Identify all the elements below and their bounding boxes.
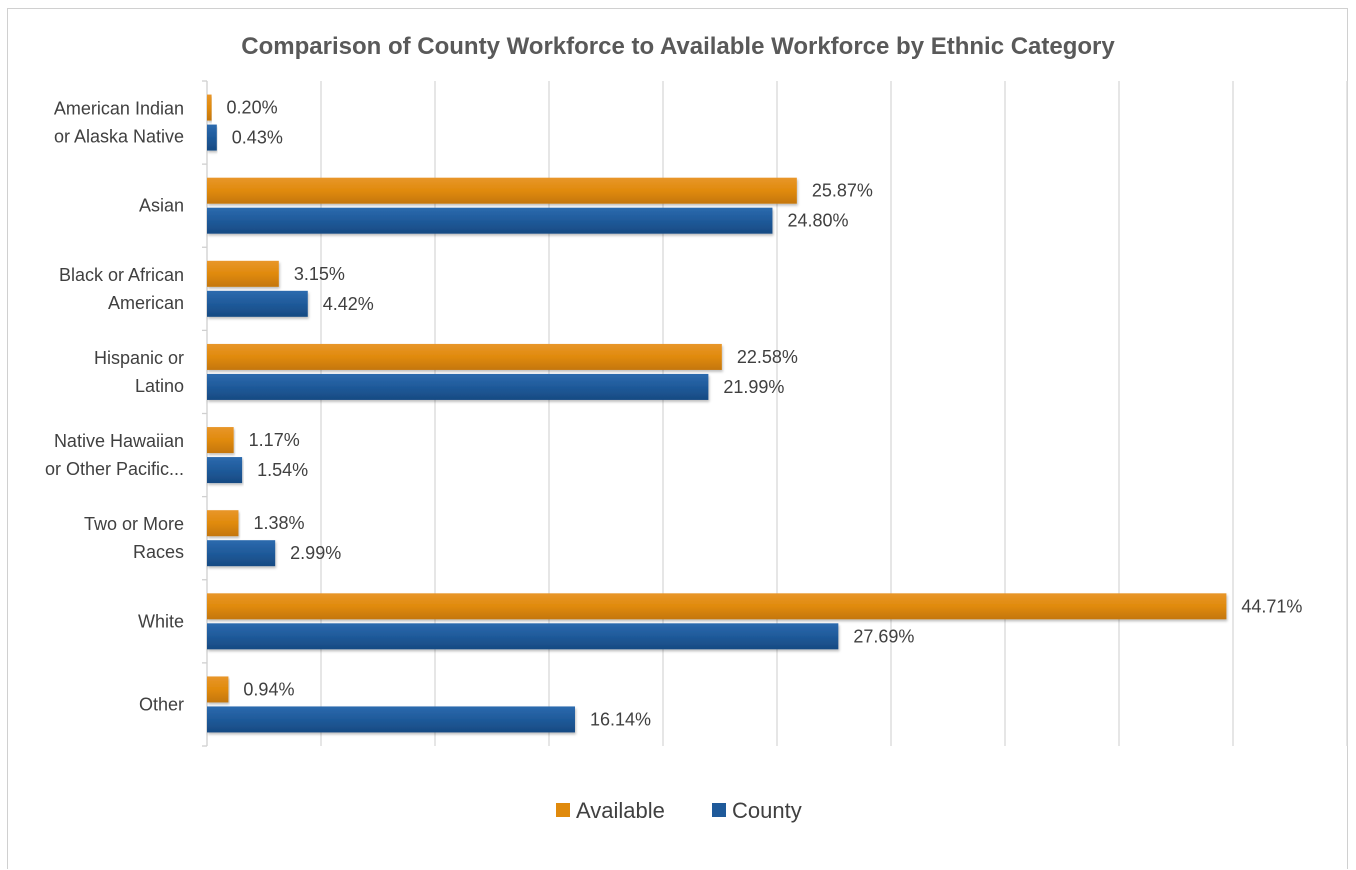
category-label-line: Hispanic or: [94, 348, 184, 368]
bar-available-3: [207, 343, 722, 370]
data-label-county-1: 24.80%: [787, 211, 848, 231]
chart-frame: Comparison of County Workforce to Availa…: [7, 8, 1348, 869]
data-label-available-5: 1.38%: [253, 513, 304, 533]
category-label-line: American Indian: [54, 99, 184, 119]
data-label-county-0: 0.43%: [232, 128, 283, 148]
bar-county-6: [207, 623, 839, 650]
legend-swatch-county: [712, 803, 726, 817]
data-label-county-4: 1.54%: [257, 460, 308, 480]
category-axis: [202, 80, 208, 747]
bar-county-2: [207, 290, 308, 317]
bar-available-4: [207, 427, 234, 454]
category-label-line: Native Hawaiian: [54, 431, 184, 451]
bar-county-1: [207, 207, 773, 234]
category-label-line: Races: [133, 542, 184, 562]
category-label: Black or African American: [59, 265, 184, 313]
bar-available-2: [207, 260, 279, 287]
bar-available-6: [207, 593, 1227, 620]
data-label-available-4: 1.17%: [249, 430, 300, 450]
data-label-county-3: 21.99%: [723, 377, 784, 397]
category-label-line: or Other Pacific...: [45, 459, 184, 479]
legend-label-available: Available: [576, 798, 665, 823]
bar-available-5: [207, 510, 239, 537]
bar-county-7: [207, 706, 575, 733]
bar-county-0: [207, 124, 217, 151]
bar-county-4: [207, 457, 243, 484]
category-label-line: American: [108, 293, 184, 313]
data-label-county-5: 2.99%: [290, 543, 341, 563]
legend-label-county: County: [732, 798, 802, 823]
bar-chart: Comparison of County Workforce to Availa…: [45, 33, 1348, 823]
data-label-available-7: 0.94%: [243, 679, 294, 699]
data-label-county-6: 27.69%: [853, 626, 914, 646]
category-label: White: [138, 611, 184, 631]
category-label-line: Latino: [135, 376, 184, 396]
category-label-line: or Alaska Native: [54, 127, 184, 147]
category-labels: American Indian or Alaska Native Asian Blac…: [45, 99, 184, 715]
data-label-county-7: 16.14%: [590, 709, 651, 729]
bars: [207, 94, 1227, 733]
bar-available-0: [207, 94, 212, 121]
data-label-available-6: 44.71%: [1241, 596, 1302, 616]
category-label: Asian: [139, 196, 184, 216]
category-label: Hispanic or Latino: [94, 348, 184, 396]
data-labels: 0.20% 0.43% 25.87% 24.80% 3.15% 4.42% 22.58% 21…: [227, 98, 1303, 730]
data-label-available-2: 3.15%: [294, 264, 345, 284]
data-label-available-1: 25.87%: [812, 181, 873, 201]
legend-swatch-available: [556, 803, 570, 817]
category-label-line: Two or More: [84, 514, 184, 534]
category-label: American Indian or Alaska Native: [54, 99, 184, 147]
data-label-available-3: 22.58%: [737, 347, 798, 367]
category-label: Other: [139, 694, 184, 714]
category-label-line: Other: [139, 694, 184, 714]
bar-county-3: [207, 373, 709, 400]
category-label: Two or More Races: [84, 514, 184, 562]
legend: Available County: [556, 798, 802, 823]
data-label-county-2: 4.42%: [323, 294, 374, 314]
chart-title: Comparison of County Workforce to Availa…: [241, 33, 1115, 60]
bar-county-5: [207, 540, 276, 567]
category-label: Native Hawaiian or Other Pacific...: [45, 431, 184, 479]
bar-available-1: [207, 177, 797, 204]
category-label-line: Black or African: [59, 265, 184, 285]
category-label-line: Asian: [139, 196, 184, 216]
category-label-line: White: [138, 611, 184, 631]
bar-available-7: [207, 676, 229, 703]
data-label-available-0: 0.20%: [227, 98, 278, 118]
